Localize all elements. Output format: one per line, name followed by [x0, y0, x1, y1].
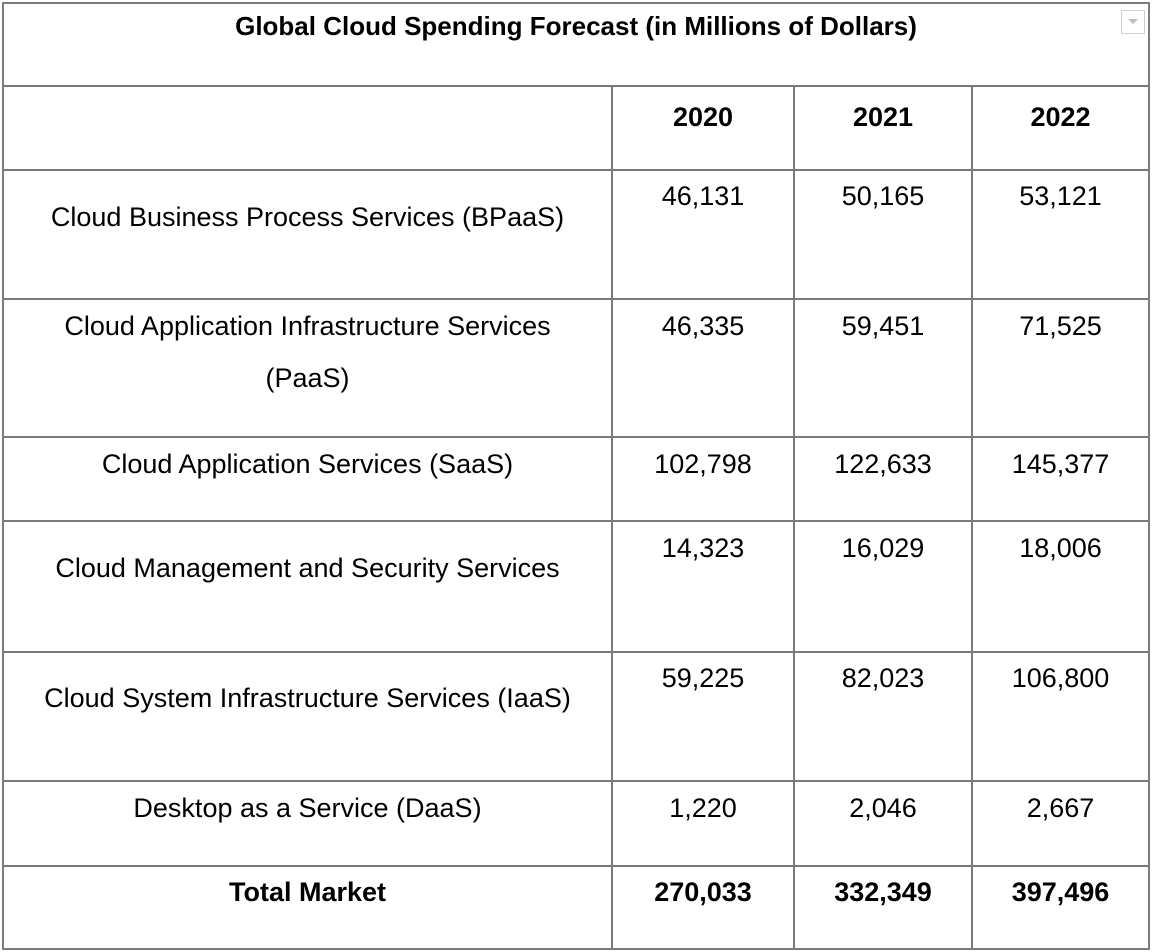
cell-management-security-2020: 14,323 — [661, 533, 745, 563]
table-border-top — [2, 2, 1150, 4]
cell-paas-2020: 46,335 — [661, 311, 745, 341]
table-rule — [2, 436, 1150, 438]
table-rule — [2, 780, 1150, 782]
cell-paas-2021: 59,451 — [841, 311, 925, 341]
table-title: Global Cloud Spending Forecast (in Milli… — [235, 11, 917, 41]
cell-management-security-2021: 16,029 — [841, 533, 925, 563]
cell-paas-2022: 71,525 — [1019, 311, 1102, 341]
row-label-total: Total Market — [228, 877, 387, 907]
column-header-label — [4, 87, 611, 169]
cell-daas-2020: 1,220 — [669, 793, 737, 823]
column-header-2021: 2021 — [852, 102, 914, 132]
table-rule — [2, 169, 1150, 171]
cell-total-2020: 270,033 — [654, 877, 752, 907]
column-header-2020: 2020 — [672, 102, 734, 132]
table-rule — [2, 85, 1150, 87]
row-label-daas: Desktop as a Service (DaaS) — [133, 793, 482, 823]
cell-saas-2021: 122,633 — [834, 449, 932, 479]
chevron-down-icon — [1127, 18, 1139, 26]
cell-iaas-2022: 106,800 — [1011, 663, 1110, 693]
cell-total-2021: 332,349 — [834, 877, 932, 907]
row-label-iaas: Cloud System Infrastructure Services (Ia… — [44, 683, 571, 713]
column-divider — [611, 85, 613, 950]
cell-management-security-2022: 18,006 — [1019, 533, 1102, 563]
table-rule — [2, 298, 1150, 300]
row-label-saas: Cloud Application Services (SaaS) — [101, 449, 514, 479]
table-border-left — [2, 2, 4, 950]
column-divider — [971, 85, 973, 950]
column-divider — [793, 85, 795, 950]
column-header-2022: 2022 — [1030, 102, 1091, 132]
table-border-bottom — [2, 948, 1150, 950]
cell-saas-2022: 145,377 — [1011, 449, 1110, 479]
row-label-bpaas: Cloud Business Process Services (BPaaS) — [50, 202, 565, 232]
cell-bpaas-2022: 53,121 — [1019, 181, 1102, 211]
cell-daas-2022: 2,667 — [1026, 793, 1095, 823]
table-border-right — [1148, 2, 1150, 950]
cell-total-2022: 397,496 — [1011, 877, 1110, 907]
cell-saas-2020: 102,798 — [654, 449, 752, 479]
row-label-management-security: Cloud Management and Security Services — [55, 553, 560, 583]
cell-bpaas-2020: 46,131 — [661, 181, 745, 211]
cell-iaas-2021: 82,023 — [841, 663, 925, 693]
cell-daas-2021: 2,046 — [849, 793, 917, 823]
cell-iaas-2020: 59,225 — [661, 663, 745, 693]
dropdown-button[interactable] — [1121, 10, 1145, 34]
table-rule — [2, 520, 1150, 522]
cell-bpaas-2021: 50,165 — [841, 181, 925, 211]
table-rule — [2, 865, 1150, 867]
row-label-paas: Cloud Application Infrastructure Service… — [64, 311, 551, 393]
table-rule — [2, 651, 1150, 653]
